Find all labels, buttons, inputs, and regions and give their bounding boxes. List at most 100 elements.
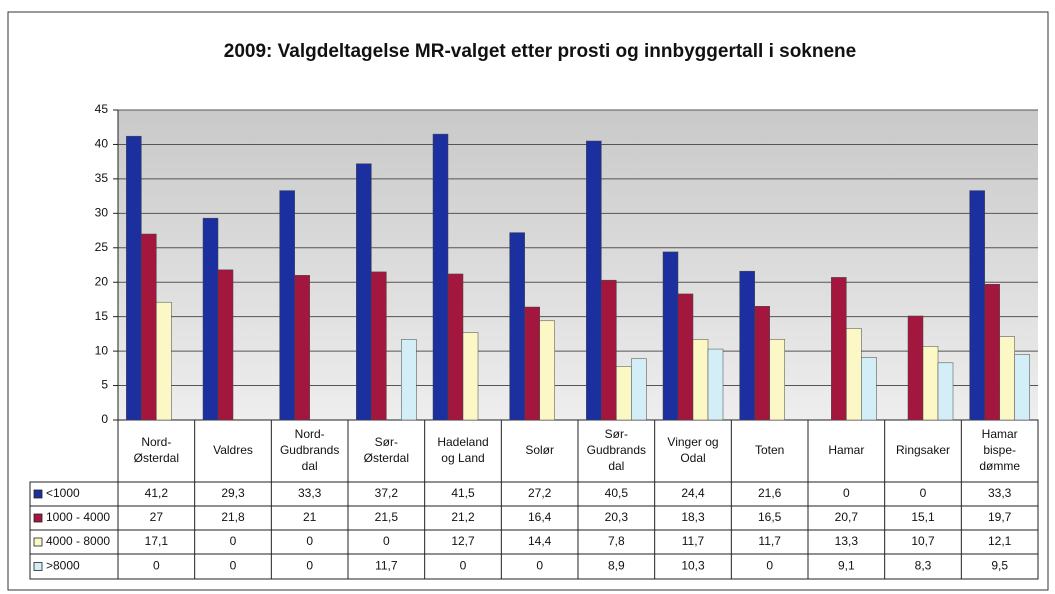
value-label: 0 [306, 559, 313, 573]
bar [631, 358, 647, 421]
value-label: 21,6 [758, 486, 782, 500]
value-label: 41,2 [145, 486, 169, 500]
value-label: 29,3 [221, 486, 245, 500]
legend-swatch [33, 537, 43, 547]
value-label: 12,7 [451, 534, 475, 548]
bar [662, 251, 679, 421]
bar [356, 163, 372, 421]
legend-swatch [33, 513, 43, 523]
value-label: 33,3 [988, 486, 1012, 500]
bar [462, 332, 479, 421]
x-tick-label: Valdres [213, 443, 253, 457]
value-label: 20,7 [835, 510, 859, 524]
bar [616, 366, 632, 421]
value-label: 19,7 [988, 510, 1012, 524]
bar [754, 306, 770, 421]
value-label: 16,5 [758, 510, 782, 524]
bar [279, 190, 295, 421]
value-label: 27,2 [528, 486, 552, 500]
bar [846, 328, 862, 421]
bar [509, 232, 525, 421]
value-label: 8,9 [608, 559, 625, 573]
bar [984, 284, 1000, 421]
bar [907, 315, 924, 421]
x-tick-label: Hamar bispe-dømme [979, 427, 1020, 473]
value-label: 20,3 [605, 510, 629, 524]
value-label: 0 [843, 486, 850, 500]
bar [922, 346, 939, 421]
bar [217, 269, 234, 421]
value-label: 10,7 [911, 534, 935, 548]
y-tick-label: 45 [95, 102, 109, 116]
value-label: 0 [230, 559, 237, 573]
bar [202, 217, 219, 421]
bar [707, 348, 724, 421]
x-tick-label: Toten [755, 443, 784, 457]
value-label: 0 [536, 559, 543, 573]
legend-swatch [33, 562, 43, 571]
bar [999, 336, 1015, 421]
value-label: 24,4 [681, 486, 705, 500]
value-label: 0 [460, 559, 467, 573]
x-tick-label: Hamar [828, 443, 864, 457]
x-tick-label: Sør-Østerdal [364, 435, 409, 465]
value-label: 11,7 [375, 559, 398, 573]
value-label: 21,8 [221, 510, 245, 524]
value-label: 0 [230, 534, 237, 548]
legend-swatch [33, 489, 43, 499]
value-label: 16,4 [528, 510, 552, 524]
bar [141, 233, 157, 421]
bar [539, 320, 555, 421]
value-label: 0 [383, 534, 390, 548]
y-tick-label: 35 [95, 171, 109, 185]
x-tick-label: Sør-Gudbrands dal [587, 427, 646, 473]
x-tick-label: Ringsaker [896, 443, 950, 457]
value-label: 15,1 [911, 510, 935, 524]
x-tick-label: Solør [525, 443, 554, 457]
value-label: 11,7 [758, 534, 781, 548]
bar [1014, 354, 1030, 421]
bar [126, 135, 142, 421]
value-label: 0 [920, 486, 927, 500]
value-label: 13,3 [835, 534, 859, 548]
bar [586, 140, 602, 421]
y-tick-label: 0 [101, 412, 108, 426]
legend-label: 4000 - 8000 [46, 534, 110, 548]
value-label: 41,5 [451, 486, 475, 500]
plot-area [118, 110, 1038, 420]
value-label: 14,4 [528, 534, 552, 548]
bar [371, 271, 387, 421]
value-label: 27 [150, 510, 164, 524]
value-label: 9,1 [838, 559, 855, 573]
value-label: 0 [153, 559, 160, 573]
bar [739, 270, 755, 421]
bar [156, 301, 172, 421]
x-tick-label: Vinger og Odal [667, 435, 718, 465]
y-tick-label: 25 [95, 240, 109, 254]
value-label: 7,8 [608, 534, 625, 548]
bar [937, 362, 954, 421]
value-label: 0 [766, 559, 773, 573]
y-tick-label: 15 [95, 309, 109, 323]
bar [831, 277, 847, 421]
value-label: 10,3 [681, 559, 705, 573]
value-label: 37,2 [375, 486, 399, 500]
y-tick-label: 20 [95, 274, 109, 288]
value-label: 12,1 [988, 534, 1012, 548]
x-tick-label: Nord-Gudbrands dal [280, 427, 339, 473]
value-label: 11,7 [682, 534, 705, 548]
value-label: 0 [306, 534, 313, 548]
legend-label: >8000 [46, 559, 80, 573]
value-label: 21,5 [375, 510, 399, 524]
x-tick-label: Nord-Østerdal [134, 435, 179, 465]
legend-label: <1000 [46, 486, 80, 500]
bar [432, 133, 449, 421]
bar [677, 293, 694, 421]
value-label: 18,3 [681, 510, 705, 524]
value-label: 17,1 [145, 534, 169, 548]
bar [692, 339, 709, 421]
chart-title: 2009: Valgdeltagelse MR-valget etter pro… [224, 41, 856, 62]
value-label: 21 [303, 510, 317, 524]
value-label: 21,2 [451, 510, 475, 524]
